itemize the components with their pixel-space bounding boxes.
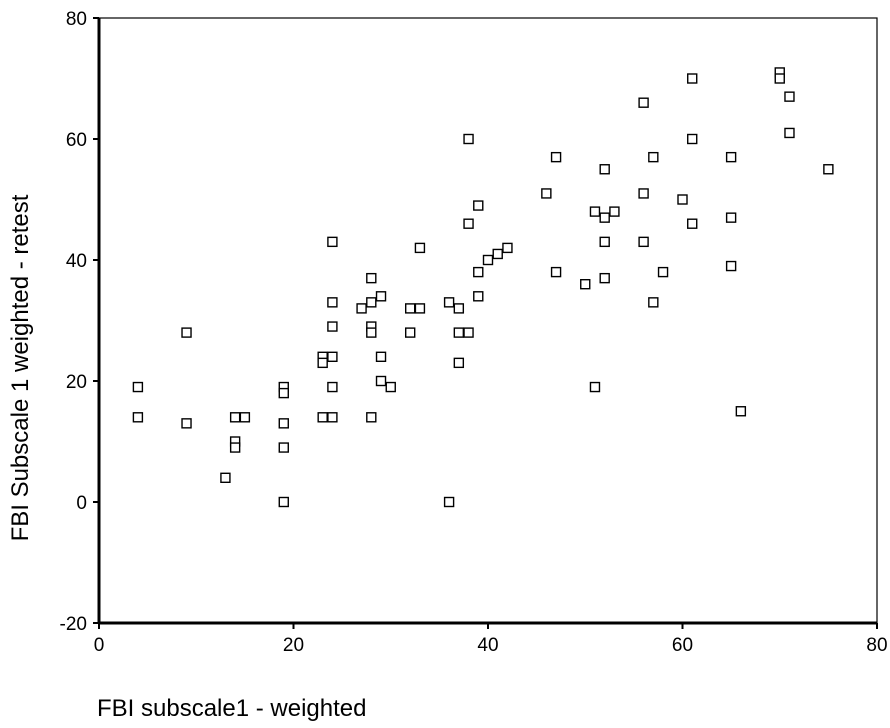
data-point xyxy=(375,375,387,387)
data-point xyxy=(463,218,474,229)
data-point xyxy=(443,496,455,508)
data-point xyxy=(181,327,192,338)
x-tick-label: 40 xyxy=(477,635,498,656)
x-tick-label: 80 xyxy=(866,635,887,656)
x-tick-label: 0 xyxy=(94,635,105,656)
data-point xyxy=(725,151,737,163)
x-tick-label: 60 xyxy=(672,635,693,656)
data-point xyxy=(366,412,377,423)
data-point xyxy=(463,327,474,338)
data-point xyxy=(385,381,396,393)
data-point xyxy=(327,412,338,423)
data-point xyxy=(327,297,338,308)
x-tick-label: 20 xyxy=(283,635,304,656)
data-point xyxy=(220,472,231,483)
data-point xyxy=(599,164,610,175)
data-point xyxy=(132,381,144,393)
y-tick-label: 60 xyxy=(66,130,87,151)
data-point xyxy=(599,212,610,223)
data-point xyxy=(229,412,241,423)
data-point xyxy=(599,236,610,248)
data-point xyxy=(132,412,144,423)
data-point xyxy=(278,496,289,508)
data-point xyxy=(278,418,289,429)
data-point xyxy=(725,212,737,223)
data-point xyxy=(229,442,241,453)
data-point xyxy=(327,381,338,393)
data-point xyxy=(414,242,426,254)
data-point xyxy=(550,266,562,278)
data-point xyxy=(599,272,610,284)
data-point xyxy=(589,206,601,217)
data-point xyxy=(405,303,416,314)
data-point xyxy=(356,303,367,314)
y-tick-label: 80 xyxy=(66,9,87,30)
data-point xyxy=(453,303,465,314)
data-point xyxy=(648,297,659,308)
data-point xyxy=(453,327,465,338)
data-point xyxy=(317,412,328,423)
data-point xyxy=(482,254,494,266)
data-point xyxy=(473,200,484,211)
data-points xyxy=(132,67,834,508)
data-point xyxy=(278,442,289,453)
data-point xyxy=(725,260,737,272)
data-point xyxy=(687,218,698,229)
data-point xyxy=(823,164,834,175)
data-point xyxy=(414,303,426,314)
data-point xyxy=(492,248,503,260)
data-point xyxy=(541,188,552,199)
data-point xyxy=(784,127,795,139)
data-point xyxy=(239,412,251,423)
data-point xyxy=(327,236,338,248)
x-axis-title: FBI subscale1 - weighted xyxy=(97,695,366,722)
data-point xyxy=(638,188,649,199)
data-point xyxy=(463,133,474,145)
data-point xyxy=(580,279,591,290)
data-point xyxy=(366,297,377,308)
y-axis: -20 0 20 40 60 80 xyxy=(60,9,99,635)
data-point xyxy=(327,351,338,362)
data-point xyxy=(550,151,562,163)
data-point xyxy=(774,73,785,84)
data-point xyxy=(784,91,795,102)
data-point xyxy=(405,327,416,338)
data-point xyxy=(609,206,620,217)
y-axis-title: FBI Subscale 1 weighted - retest xyxy=(7,194,34,541)
data-point xyxy=(473,291,484,302)
y-tick-label: -20 xyxy=(60,614,87,635)
data-point xyxy=(327,321,338,332)
data-point xyxy=(735,406,747,417)
data-point xyxy=(317,357,328,369)
data-point xyxy=(375,351,387,362)
data-point xyxy=(638,97,649,108)
data-point xyxy=(657,266,669,278)
data-point xyxy=(589,381,601,393)
data-point xyxy=(687,73,698,84)
data-point xyxy=(502,242,513,254)
data-point xyxy=(453,357,465,369)
data-point xyxy=(677,194,688,205)
data-point xyxy=(648,151,659,163)
y-tick-label: 0 xyxy=(76,493,87,514)
data-point xyxy=(638,236,649,248)
data-point xyxy=(278,387,289,399)
data-point xyxy=(473,266,484,278)
data-point xyxy=(375,291,387,302)
data-point xyxy=(181,418,192,429)
y-tick-label: 20 xyxy=(66,372,87,393)
data-point xyxy=(366,272,377,284)
data-point xyxy=(443,297,455,308)
data-point xyxy=(366,327,377,338)
y-tick-label: 40 xyxy=(66,251,87,272)
data-point xyxy=(687,133,698,145)
x-axis: 0 20 40 60 80 xyxy=(94,623,888,656)
